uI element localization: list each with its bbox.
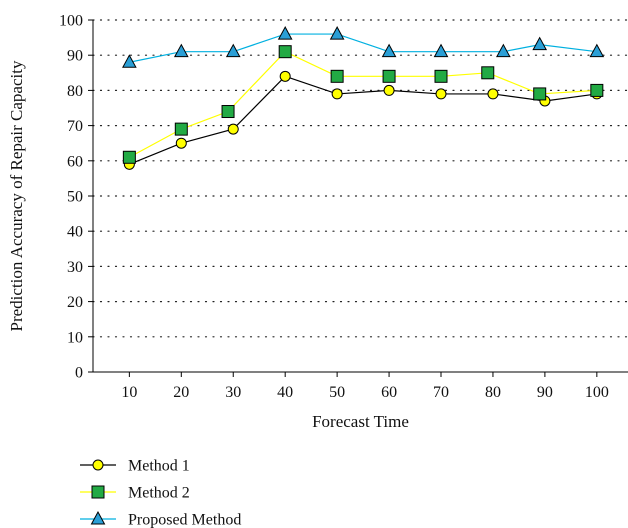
y-tick-label-20: 20	[67, 294, 83, 311]
data-point-proposed-method-4	[277, 26, 293, 40]
legend-item-method-2: Method 2	[80, 485, 190, 502]
y-tick-label-70: 70	[67, 118, 83, 135]
data-point-proposed-method-8	[496, 43, 511, 58]
data-point-proposed-method-5	[329, 26, 345, 40]
data-point-proposed-method-7	[433, 43, 449, 58]
data-point-method-2-7	[434, 69, 448, 83]
x-axis-title: Forecast Time	[312, 412, 409, 431]
gridlines	[92, 19, 628, 338]
x-tick-label-30: 30	[225, 384, 241, 401]
legend-label-proposed-method: Proposed Method	[128, 512, 241, 528]
legend-item-proposed-method: Proposed Method	[80, 510, 241, 528]
axes: 0 10 20 30 40 50 60 70 80 90 100 10 20 30 40 50 60 70 80 90…	[59, 13, 628, 401]
legend-marker-method-2	[91, 485, 105, 499]
data-point-proposed-method-9	[532, 36, 548, 51]
y-axis-title: Prediction Accuracy of Repair Capacity	[7, 60, 26, 331]
x-tick-label-50: 50	[329, 384, 345, 401]
x-tick-label-90: 90	[537, 384, 553, 401]
data-point-method-1-2	[175, 137, 187, 149]
x-tick-label-20: 20	[173, 384, 189, 401]
y-tick-label-50: 50	[67, 189, 83, 206]
data-point-proposed-method-2	[173, 43, 189, 58]
data-point-proposed-method-3	[225, 43, 241, 58]
data-point-proposed-method-1	[122, 54, 137, 68]
data-point-method-2-10	[590, 83, 604, 97]
data-point-method-2-1	[122, 150, 136, 164]
series-line-proposed-method	[129, 33, 597, 63]
marker-layer	[122, 26, 605, 170]
y-tick-label-40: 40	[67, 224, 83, 241]
x-tick-label-60: 60	[381, 384, 397, 401]
x-tick-label-80: 80	[485, 384, 501, 401]
data-point-proposed-method-10	[589, 43, 605, 58]
data-point-method-1-4	[279, 70, 291, 82]
data-point-method-2-3	[221, 105, 235, 119]
data-point-method-2-8	[481, 66, 495, 80]
legend-marker-proposed-method	[90, 510, 106, 525]
data-point-method-2-5	[330, 69, 344, 83]
legend-item-method-1: Method 1	[80, 458, 190, 475]
legend-marker-method-1	[92, 459, 104, 471]
series-layer	[129, 33, 597, 165]
data-point-method-2-2	[174, 122, 188, 136]
series-line-method-1	[129, 75, 597, 165]
data-point-method-2-4	[278, 45, 292, 59]
y-tick-label-10: 10	[67, 329, 83, 346]
legend: Method 1 Method 2 Proposed Method	[80, 458, 241, 528]
legend-label-method-1: Method 1	[128, 458, 190, 475]
data-point-method-1-5	[331, 88, 343, 100]
data-point-method-1-8	[487, 88, 499, 100]
x-tick-label-40: 40	[277, 384, 293, 401]
data-point-method-1-6	[383, 84, 395, 96]
y-tick-label-90: 90	[67, 48, 83, 65]
data-point-method-2-9	[533, 87, 547, 101]
x-tick-label-100: 100	[585, 384, 609, 401]
x-tick-label-70: 70	[433, 384, 449, 401]
y-tick-label-0: 0	[75, 365, 83, 382]
data-point-proposed-method-6	[381, 43, 397, 58]
data-point-method-1-7	[435, 88, 447, 100]
data-point-method-2-6	[382, 69, 396, 83]
data-point-method-1-3	[227, 123, 239, 135]
y-tick-label-30: 30	[67, 259, 83, 276]
x-tick-label-10: 10	[121, 384, 137, 401]
series-line-method-2	[129, 50, 597, 158]
y-tick-label-100: 100	[59, 13, 83, 30]
y-tick-label-80: 80	[67, 83, 83, 100]
y-tick-label-60: 60	[67, 153, 83, 170]
legend-label-method-2: Method 2	[128, 485, 190, 502]
